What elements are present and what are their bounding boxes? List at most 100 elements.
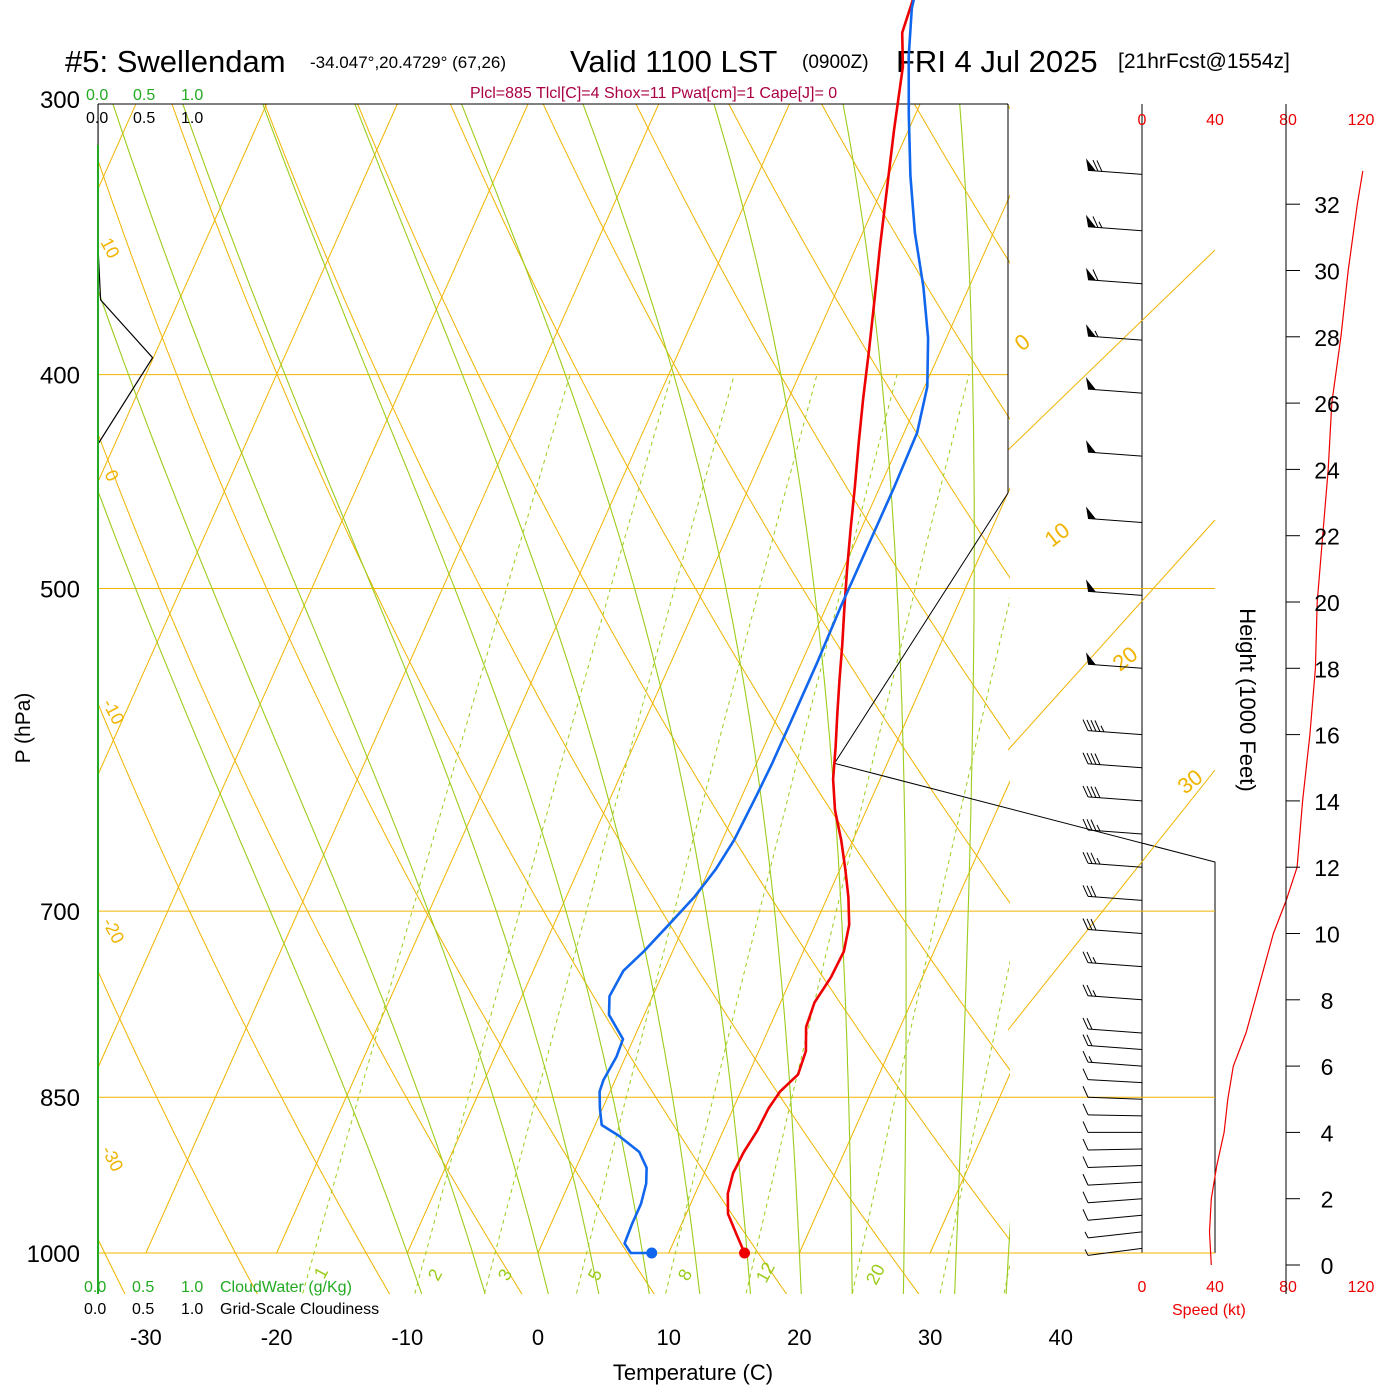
dry-adiabat bbox=[98, 702, 391, 1294]
barb-staff bbox=[1087, 1028, 1143, 1034]
barb-flag bbox=[1082, 1173, 1089, 1186]
x-axis-label: Temperature (C) bbox=[613, 1360, 773, 1385]
barb-staff bbox=[1087, 1198, 1143, 1204]
barb-half-flag bbox=[1084, 1249, 1089, 1256]
height-tick-label: 32 bbox=[1314, 192, 1340, 218]
pressure-tick-label: 850 bbox=[40, 1085, 80, 1112]
dry-adiabat bbox=[98, 1238, 126, 1294]
barb-staff bbox=[1087, 663, 1143, 669]
barb-flag bbox=[1082, 752, 1089, 764]
mixing-ratio-label: 2 bbox=[424, 1266, 446, 1284]
barb-flag bbox=[1082, 1050, 1089, 1063]
wind-barb bbox=[1082, 1103, 1143, 1117]
moist-adiabat bbox=[713, 104, 853, 1294]
barb-flag bbox=[1086, 984, 1093, 997]
barb-flag bbox=[1082, 1034, 1089, 1046]
wind-speed-profile bbox=[1208, 170, 1364, 1266]
cloudwater-tick: 1.0 bbox=[181, 87, 203, 104]
wind-barb bbox=[1082, 1138, 1143, 1151]
barb-half-flag bbox=[1098, 221, 1103, 228]
barb-staff bbox=[1087, 763, 1143, 769]
zulu-time: (0900Z) bbox=[802, 52, 869, 73]
barb-half-flag bbox=[1096, 824, 1101, 832]
barb-flag bbox=[1086, 1034, 1093, 1047]
isotherm bbox=[1192, 0, 1400, 1253]
barb-flag bbox=[1082, 818, 1089, 831]
barb-flag bbox=[1082, 885, 1089, 897]
station-title: #5: Swellendam bbox=[65, 44, 286, 79]
dry-adiabat bbox=[449, 104, 1010, 1071]
x-tick-label: 30 bbox=[918, 1325, 942, 1350]
mixing-ratio-line bbox=[302, 374, 571, 1294]
wind-barb bbox=[1082, 885, 1143, 901]
moist-adiabat bbox=[112, 104, 549, 1294]
barb-flag bbox=[1090, 819, 1097, 831]
wind-barb bbox=[1082, 1050, 1143, 1067]
wind-barb bbox=[1082, 785, 1143, 802]
cloudiness-tick: 0.0 bbox=[84, 1301, 106, 1318]
cloudwater-tick: 0.0 bbox=[86, 87, 108, 104]
barb-flag bbox=[1082, 1209, 1089, 1221]
wind-barb bbox=[1086, 158, 1143, 175]
x-tick-label: -20 bbox=[261, 1325, 293, 1350]
speed-tick: 80 bbox=[1279, 1279, 1297, 1296]
cloudiness-tick: 1.0 bbox=[181, 110, 203, 127]
barb-flag bbox=[1082, 1086, 1089, 1098]
barb-flag bbox=[1082, 1068, 1089, 1080]
isotherm bbox=[406, 104, 921, 1254]
moist-adiabat bbox=[1005, 1219, 1010, 1294]
isotherm bbox=[537, 194, 1010, 1254]
inset-lines bbox=[833, 104, 1364, 1266]
cloudiness-label: Grid-Scale Cloudiness bbox=[220, 1301, 379, 1318]
barb-flag bbox=[1082, 1191, 1089, 1203]
barb-staff bbox=[1087, 1181, 1143, 1186]
wind-barb bbox=[1086, 324, 1143, 341]
barb-flag bbox=[1090, 885, 1097, 898]
barb-flag bbox=[1086, 819, 1093, 831]
dry-adiabat bbox=[542, 104, 1010, 904]
height-tick-label: 10 bbox=[1314, 922, 1340, 948]
dry-adiabat bbox=[98, 158, 655, 1294]
mixing-ratio-line bbox=[851, 596, 1010, 1294]
cloudiness-tick: 0.5 bbox=[133, 110, 155, 127]
isotherm-label: 20 bbox=[1108, 641, 1143, 676]
height-tick-label: 26 bbox=[1314, 391, 1340, 417]
dry-adiabat bbox=[1056, 0, 1400, 1309]
x-tick-label: 0 bbox=[532, 1325, 544, 1350]
speed-tick: 40 bbox=[1206, 1279, 1224, 1296]
barb-staff bbox=[1087, 1247, 1143, 1256]
speed-tick: 0 bbox=[1138, 112, 1147, 129]
height-tick-label: 30 bbox=[1314, 259, 1340, 285]
barb-staff bbox=[1087, 451, 1143, 457]
height-tick-label: 6 bbox=[1321, 1054, 1334, 1080]
pressure-tick-label: 300 bbox=[40, 87, 80, 114]
surface-temperature-point bbox=[739, 1247, 751, 1259]
moist-adiabat bbox=[954, 104, 975, 1294]
barb-staff bbox=[1087, 1231, 1143, 1239]
wind-barb bbox=[1086, 506, 1143, 523]
barb-pennant bbox=[1086, 324, 1096, 337]
x-tick-label: 20 bbox=[787, 1325, 811, 1350]
wind-barb bbox=[1082, 1034, 1143, 1051]
barb-flag bbox=[1082, 785, 1089, 798]
barb-flag bbox=[1094, 786, 1101, 798]
barb-pennant bbox=[1086, 506, 1096, 520]
wind-barb bbox=[1086, 377, 1143, 394]
barb-flag bbox=[1086, 752, 1093, 765]
barb-staff bbox=[1087, 279, 1143, 285]
barb-flag bbox=[1082, 1103, 1089, 1116]
isotherm bbox=[1061, 0, 1400, 1253]
isotherm-label: 10 bbox=[1040, 517, 1075, 552]
barb-flag bbox=[1086, 785, 1093, 798]
height-axis-label: Height (1000 Feet) bbox=[1235, 608, 1260, 791]
mixing-ratio-line bbox=[939, 959, 1010, 1294]
barb-flag bbox=[1090, 852, 1097, 864]
profiles bbox=[598, 0, 930, 1259]
mixing-ratio-label: 3 bbox=[494, 1266, 516, 1284]
barb-flag bbox=[1082, 1138, 1089, 1151]
isotherm-label: 10 bbox=[96, 234, 123, 261]
cloudiness-tick: 0.5 bbox=[132, 1301, 154, 1318]
wind-barb bbox=[1086, 579, 1143, 596]
wind-barb bbox=[1086, 652, 1143, 669]
barb-flag bbox=[1082, 951, 1089, 963]
